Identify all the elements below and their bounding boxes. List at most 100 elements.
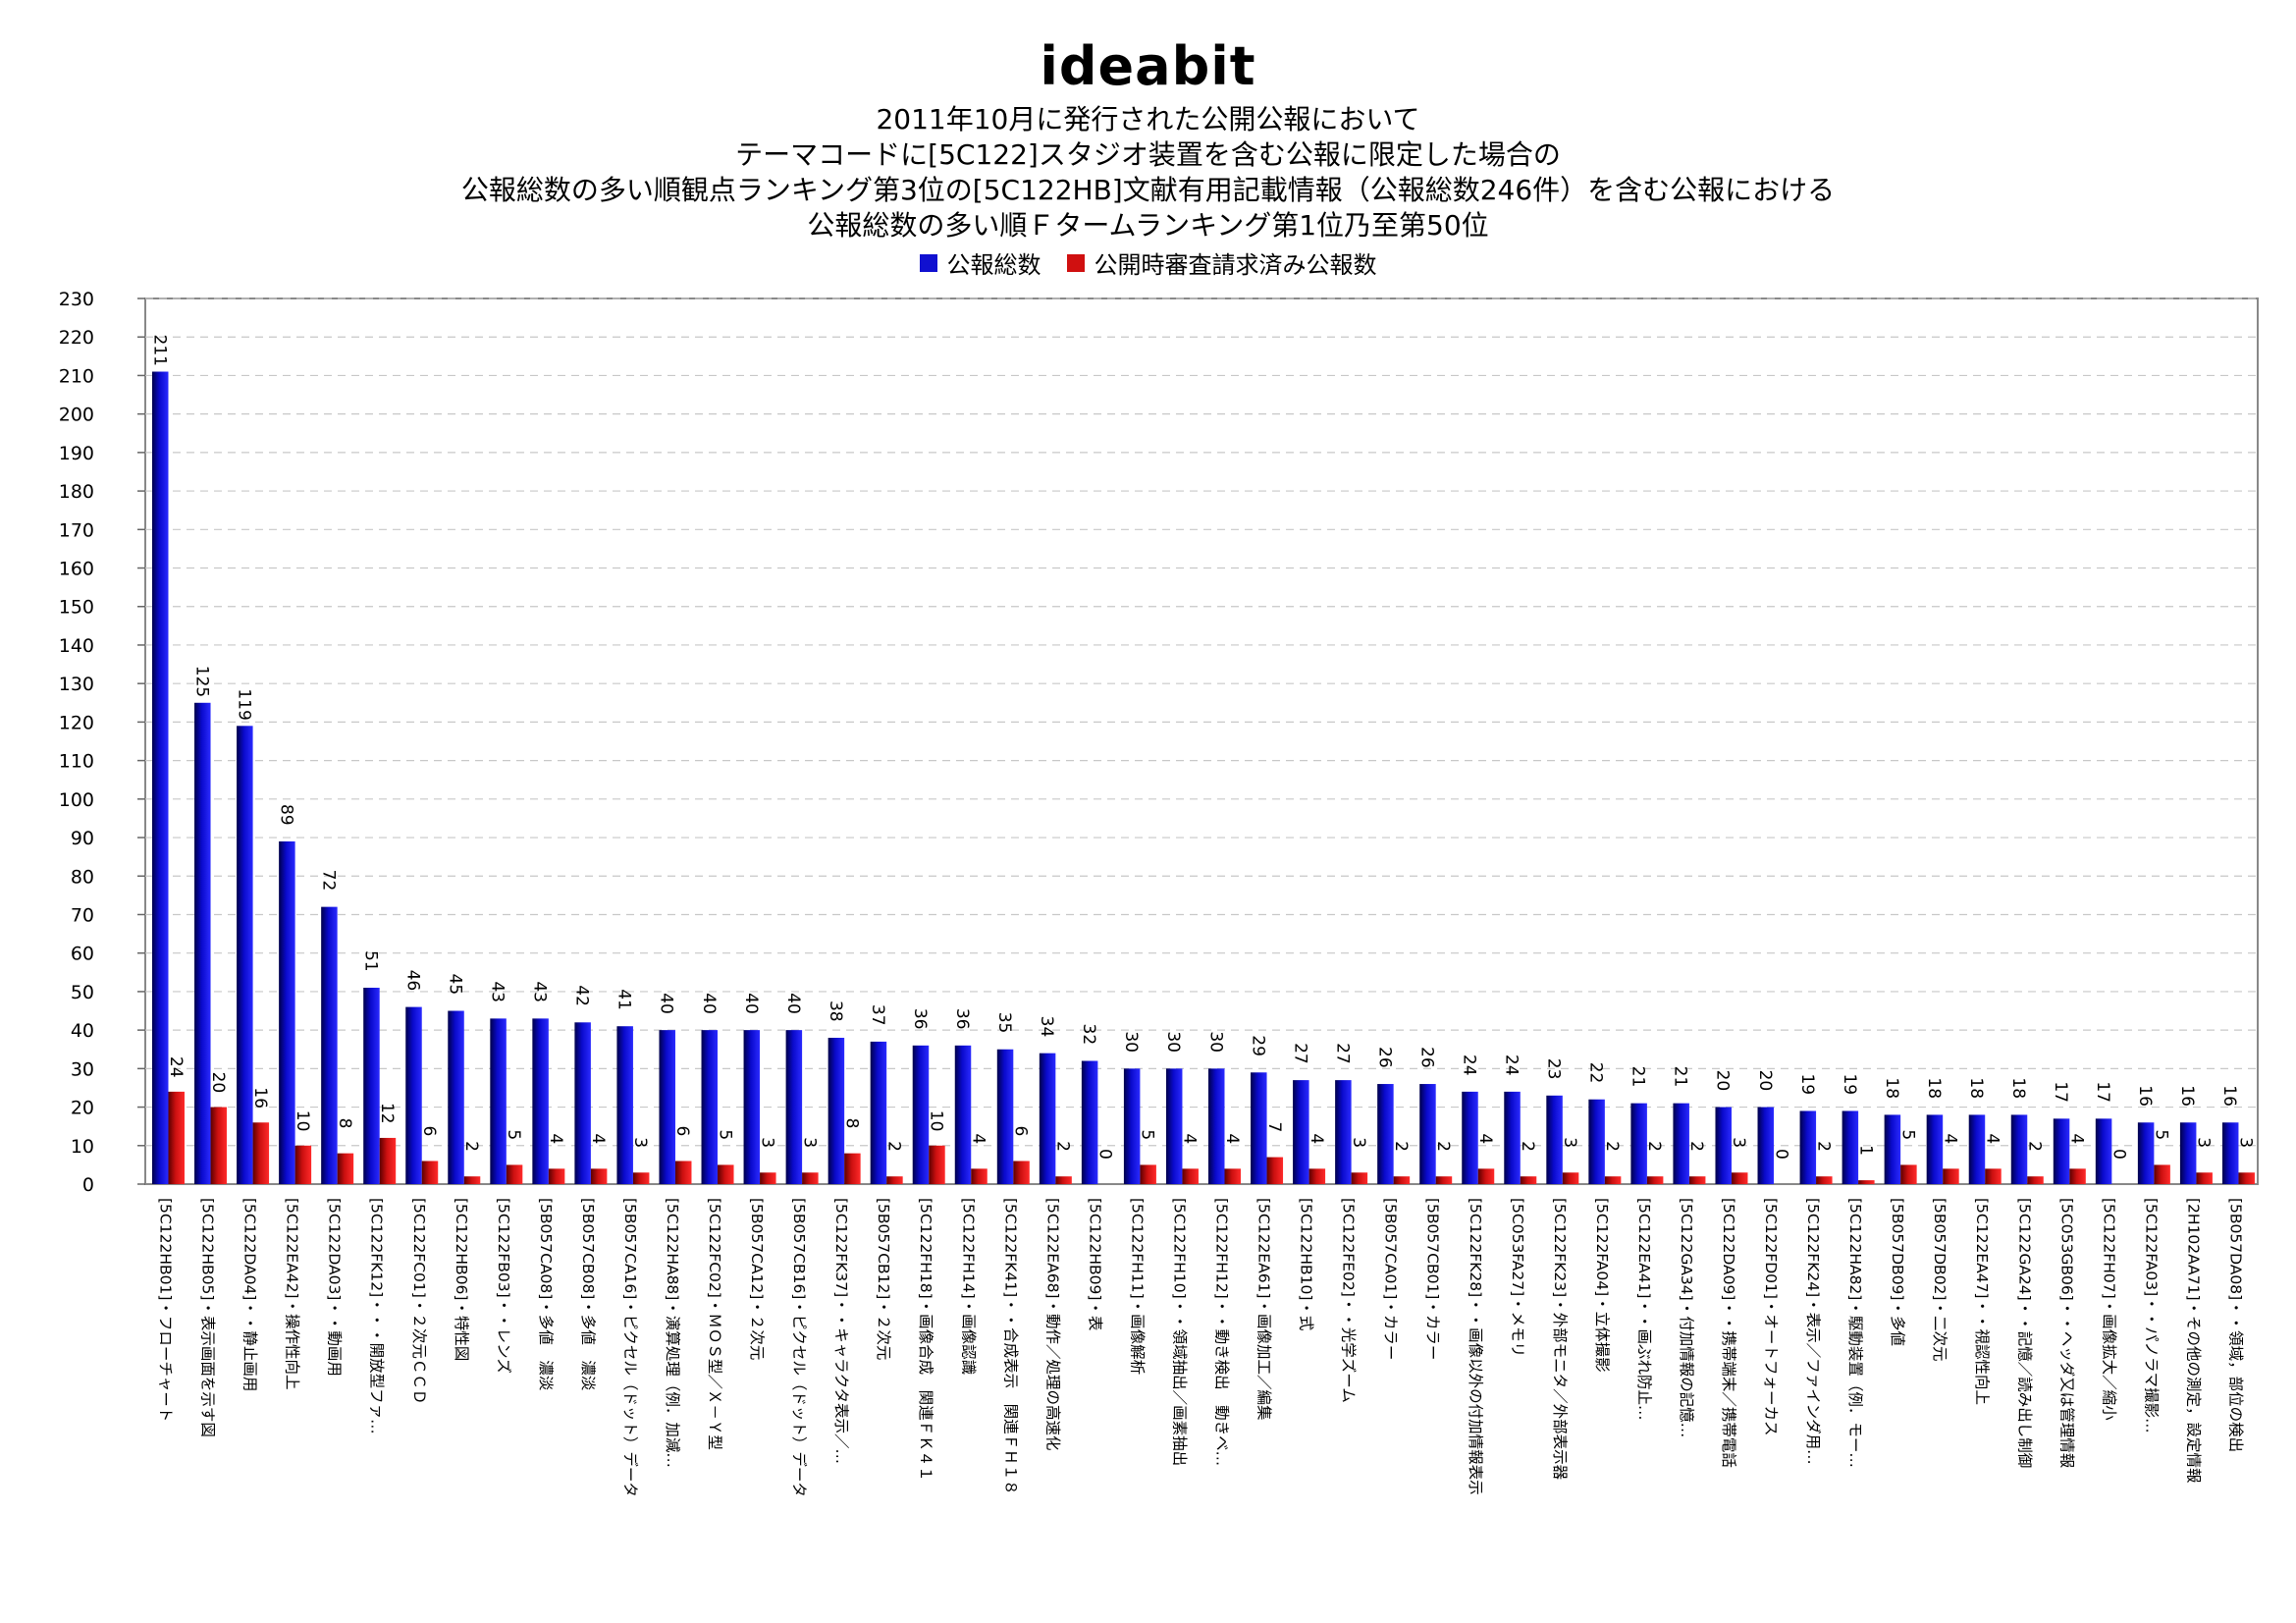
value-label-total: 37: [868, 1004, 887, 1026]
value-label-examined: 3: [2194, 1137, 2214, 1148]
value-label-total: 42: [572, 985, 592, 1006]
value-label-total: 34: [1037, 1016, 1056, 1038]
bar-total: [532, 1018, 549, 1184]
bar-total: [363, 987, 380, 1184]
bar-total: [1462, 1091, 1478, 1184]
category-label: [5B057CA08]・多値 濃淡: [537, 1198, 555, 1391]
category-label: [5C122FH18]・画像合成 関連ＦＫ４１: [917, 1198, 934, 1482]
legend-swatch-blue: [919, 253, 937, 272]
bar-examined: [1731, 1172, 1748, 1184]
bar-examined: [1013, 1161, 1030, 1184]
category-label: [5C122FB03]・・レンズ: [495, 1198, 512, 1374]
category-label: [5C122FA03]・・パノラマ撮影…: [2142, 1198, 2160, 1434]
bar-total: [1842, 1110, 1859, 1184]
value-label-examined: 4: [1982, 1133, 2002, 1144]
bar-total: [785, 1030, 803, 1184]
bar-examined: [802, 1172, 819, 1184]
bar-total: [1968, 1114, 1986, 1184]
value-label-total: 32: [1079, 1024, 1098, 1046]
category-label: [2H102AA71]・その他の測定，設定情報: [2184, 1198, 2202, 1484]
category-label: [5C122HB01]・フローチャート: [157, 1198, 175, 1422]
category-label: [5C122DA09]・・携帯端末／携帯電話: [1720, 1198, 1737, 1468]
bar-examined: [294, 1145, 312, 1184]
bar-total: [996, 1049, 1014, 1184]
value-label-total: 30: [1121, 1031, 1141, 1053]
y-tick-label: 60: [71, 944, 94, 965]
bar-total: [237, 726, 253, 1184]
value-label-examined: 20: [208, 1072, 228, 1094]
value-label-total: 40: [741, 993, 761, 1014]
value-label-examined: 5: [1138, 1129, 1157, 1140]
value-label-total: 18: [1924, 1077, 1944, 1099]
value-label-total: 30: [1163, 1031, 1183, 1053]
value-label-total: 45: [446, 974, 465, 996]
legend-item-examined: 公開時審査請求済み公報数: [1066, 245, 1377, 280]
bar-total: [194, 702, 211, 1184]
value-label-examined: 8: [841, 1118, 861, 1129]
y-tick-label: 120: [59, 712, 94, 733]
y-tick-label: 210: [59, 365, 94, 387]
value-label-examined: 24: [166, 1056, 186, 1078]
bar-examined: [1900, 1164, 1917, 1184]
category-label: [5C122EA61]・画像加工／編集: [1255, 1198, 1273, 1420]
value-label-examined: 4: [1475, 1133, 1495, 1144]
value-label-examined: 4: [546, 1133, 565, 1144]
chart-legend: 公報総数 公開時審査請求済み公報数: [0, 245, 2296, 280]
category-label: [5C122FH07]・画像拡大／縮小: [2100, 1198, 2117, 1421]
bar-total: [2221, 1122, 2239, 1184]
value-label-examined: 2: [1686, 1141, 1706, 1152]
value-label-total: 89: [276, 804, 295, 826]
value-label-examined: 3: [1349, 1137, 1368, 1148]
value-label-total: 17: [2051, 1081, 2070, 1103]
category-label: [5B057CA01]・カラー: [1382, 1198, 1400, 1360]
value-label-total: 211: [149, 335, 169, 366]
bar-examined: [168, 1091, 185, 1184]
bar-total: [870, 1041, 887, 1184]
value-label-total: 19: [1797, 1073, 1817, 1095]
bar-examined: [1140, 1164, 1156, 1184]
value-label-examined: 2: [1391, 1141, 1411, 1152]
value-label-total: 20: [1755, 1070, 1775, 1092]
y-tick-label: 0: [82, 1174, 94, 1196]
bar-examined: [1562, 1172, 1579, 1184]
category-label: [5C053FA27]・メモリ: [1509, 1198, 1526, 1357]
category-label: [5B057CB12]・２次元: [875, 1198, 892, 1360]
bar-total: [828, 1037, 845, 1184]
bar-total: [1588, 1099, 1605, 1184]
value-label-examined: 5: [504, 1129, 523, 1140]
grid-layer: [137, 298, 2259, 1185]
value-label-total: 40: [783, 993, 803, 1014]
value-label-examined: 12: [377, 1103, 397, 1124]
category-label: [5C122FK23]・外部モニタ／外部表示器: [1551, 1198, 1569, 1481]
chart-title: 2011年10月に発行された公開公報において テーマコードに[5C122]スタジ…: [0, 102, 2296, 243]
bar-examined: [929, 1145, 945, 1184]
category-label: [5C122HB06]・特性図: [453, 1198, 470, 1361]
bar-total: [1757, 1107, 1775, 1184]
bar-examined: [1435, 1176, 1453, 1184]
title-line-1: 2011年10月に発行された公開公報において: [876, 103, 1420, 135]
title-line-3: 公報総数の多い順観点ランキング第3位の[5C122HB]文献有用記載情報（公報総…: [460, 174, 1836, 206]
value-label-total: 29: [1248, 1035, 1267, 1056]
bar-total: [701, 1030, 719, 1184]
value-label-total: 41: [614, 989, 634, 1010]
category-label: [5B057CB08]・多値 濃淡: [579, 1198, 597, 1391]
bar-examined: [718, 1164, 734, 1184]
value-label-total: 16: [2219, 1085, 2239, 1107]
category-label: [5C122FC02]・ＭＯＳ型／Ｘ－Ｙ型: [706, 1198, 723, 1450]
value-label-examined: 3: [1729, 1137, 1748, 1148]
value-label-examined: 2: [1518, 1141, 1537, 1152]
value-label-examined: 10: [926, 1110, 945, 1132]
bar-total: [1123, 1068, 1141, 1184]
value-label-total: 18: [2008, 1077, 2028, 1099]
bar-examined: [1520, 1176, 1537, 1184]
value-label-total: 21: [1629, 1066, 1648, 1088]
bar-total: [448, 1010, 464, 1184]
category-label: [5C122HB10]・式: [1298, 1198, 1315, 1330]
y-tick-label: 70: [71, 904, 94, 926]
legend-swatch-red: [1066, 253, 1085, 272]
y-tick-label: 30: [71, 1058, 94, 1080]
bar-examined: [1858, 1180, 1875, 1184]
value-label-total: 26: [1374, 1047, 1394, 1068]
value-label-total: 27: [1290, 1043, 1309, 1064]
bar-examined: [463, 1176, 481, 1184]
